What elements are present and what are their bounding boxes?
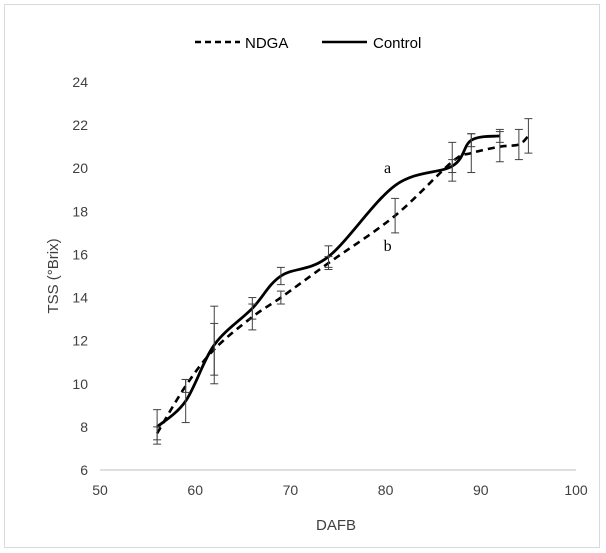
error-bar-ndga — [276, 290, 285, 305]
error-bar-control — [276, 266, 285, 286]
y-tick-labels: 6 8 10 12 14 16 18 20 22 24 — [72, 74, 88, 478]
error-bar-control — [495, 128, 504, 143]
legend: NDGA Control — [195, 35, 421, 52]
series-line-control — [156, 134, 501, 428]
x-tick-label: 60 — [187, 482, 203, 498]
x-tick-label: 70 — [283, 482, 299, 498]
x-tick-label: 80 — [378, 482, 394, 498]
legend-label-control: Control — [373, 35, 421, 52]
x-tick-label: 50 — [92, 482, 108, 498]
y-tick-label: 12 — [72, 333, 88, 349]
y-tick-label: 10 — [72, 376, 88, 392]
x-tick-label: 100 — [564, 482, 588, 498]
error-bar-control — [467, 133, 476, 148]
error-bar-control — [181, 378, 190, 424]
y-axis-title: TSS (°Brix) — [45, 238, 62, 313]
x-tick-label: 90 — [473, 482, 489, 498]
error-bar-control — [210, 305, 219, 385]
error-bars — [153, 118, 533, 445]
error-bar-ndga — [514, 128, 523, 161]
error-bar-control — [324, 245, 333, 268]
y-tick-label: 24 — [72, 74, 88, 90]
y-tick-label: 6 — [80, 462, 88, 478]
y-tick-label: 8 — [80, 419, 88, 435]
series-line-ndga — [156, 134, 530, 435]
series-layer — [156, 134, 530, 435]
error-bar-ndga — [524, 118, 533, 154]
x-tick-labels: 50 60 70 80 90 100 — [92, 482, 588, 498]
chart-frame — [4, 4, 600, 548]
y-tick-label: 18 — [72, 203, 88, 219]
error-bar-control — [153, 409, 162, 445]
error-bar-control — [248, 297, 257, 320]
significance-label-b: b — [384, 238, 392, 255]
y-tick-label: 22 — [72, 117, 88, 133]
significance-label-a: a — [384, 160, 391, 177]
y-tick-label: 14 — [72, 290, 88, 306]
error-bar-ndga — [391, 197, 400, 234]
annotations: ab — [384, 160, 392, 255]
y-tick-label: 20 — [72, 160, 88, 176]
error-bar-control — [448, 159, 457, 174]
legend-label-ndga: NDGA — [245, 35, 288, 52]
x-axis-title: DAFB — [316, 517, 356, 534]
y-tick-label: 16 — [72, 246, 88, 262]
